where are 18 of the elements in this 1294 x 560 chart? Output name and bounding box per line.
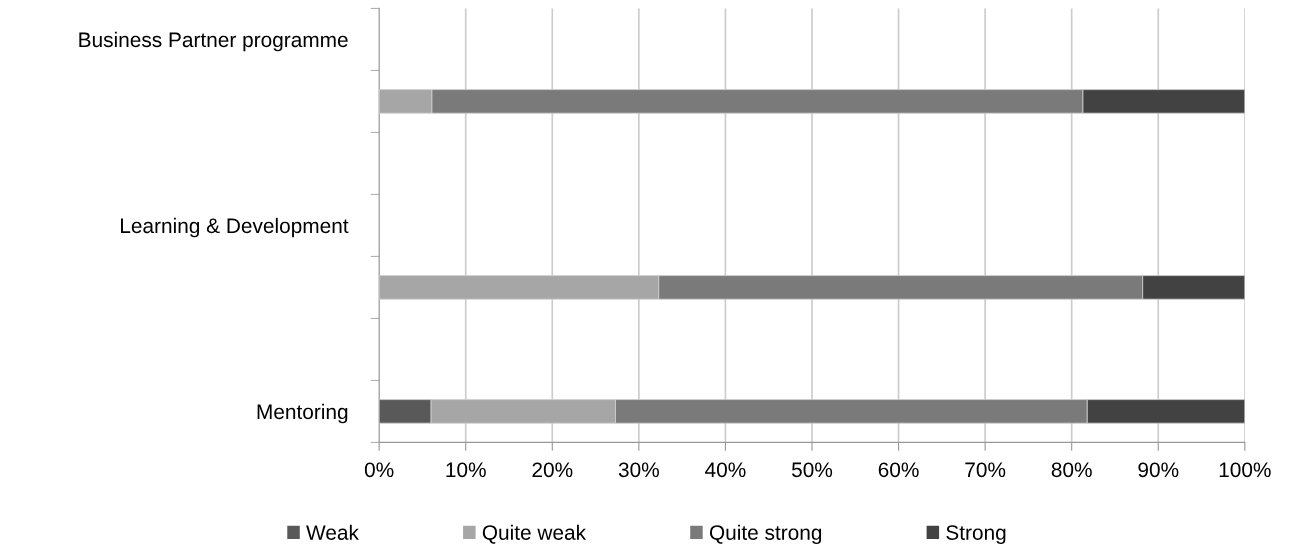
x-tick-label: 60% [878,462,919,478]
legend-label: Weak [306,524,359,540]
x-tick-label: 20% [532,462,573,478]
legend-label: Quite strong [709,524,822,545]
legend-label: Quite weak [482,524,587,544]
x-tick-label: 100% [1219,462,1271,478]
x-tick-label: 30% [618,462,659,478]
x-tick-label: 0% [364,462,394,478]
x-tick-label: 80% [1051,462,1092,478]
y-tick-label: Learning & Development [121,217,349,238]
y-tick-label: Mentoring [257,403,348,424]
y-tick-label: Business Partner programme [79,31,348,52]
x-tick-label: 10% [446,462,486,478]
x-tick-label: 90% [1138,462,1179,478]
legend-label: Strong [946,525,1006,545]
x-tick-label: 50% [791,462,833,478]
x-tick-label: 40% [705,462,746,478]
x-tick-label: 70% [965,462,1006,478]
